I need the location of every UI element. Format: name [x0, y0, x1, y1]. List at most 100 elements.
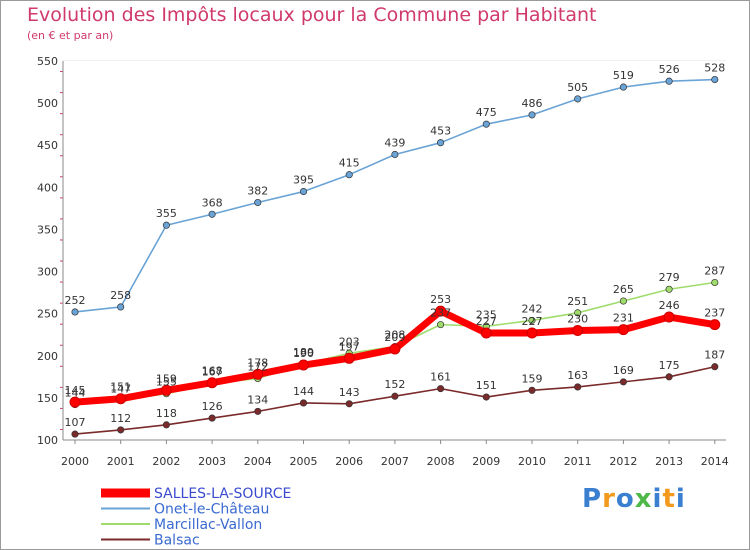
data-label: 251: [567, 295, 588, 308]
data-label: 163: [567, 369, 588, 382]
data-point: [162, 421, 170, 429]
data-label: 252: [65, 294, 86, 307]
data-label: 242: [522, 302, 543, 315]
data-point: [117, 426, 125, 434]
data-label: 208: [384, 329, 405, 342]
data-point: [574, 95, 582, 103]
data-point: [528, 111, 536, 119]
data-point: [480, 327, 492, 339]
data-label: 279: [659, 271, 680, 284]
data-label: 190: [293, 347, 314, 360]
data-label: 197: [339, 340, 360, 353]
data-label: 112: [110, 412, 131, 425]
data-label: 152: [384, 378, 405, 391]
y-tick-label: 500: [37, 97, 58, 110]
data-label: 159: [156, 372, 177, 385]
data-point: [299, 187, 308, 196]
logo-letter: t: [662, 484, 676, 514]
proxiti-logo: Proxiti: [582, 484, 686, 514]
data-label: 227: [522, 315, 543, 328]
data-point: [208, 210, 216, 218]
data-point: [574, 383, 582, 391]
data-label: 382: [247, 184, 268, 197]
data-point: [343, 352, 355, 364]
data-point: [619, 378, 627, 386]
data-label: 395: [293, 174, 314, 187]
y-tick-labels: 100 150 200 250 300 350 400 450 500 550: [37, 55, 58, 447]
data-point: [162, 221, 170, 229]
data-label: 126: [202, 400, 223, 413]
data-label: 246: [659, 299, 680, 312]
data-point: [298, 359, 309, 371]
x-tick-label: 2000: [61, 455, 89, 468]
data-point: [160, 384, 172, 396]
series-points: [69, 75, 721, 438]
data-point: [208, 414, 216, 422]
data-point: [345, 400, 353, 408]
data-label: 231: [613, 312, 634, 325]
data-label: 368: [202, 196, 223, 209]
x-tick-label: 2010: [518, 455, 546, 468]
x-tick-label: 2007: [381, 455, 409, 468]
x-tick-label: 2012: [609, 455, 637, 468]
data-point: [709, 319, 721, 331]
data-label: 453: [430, 125, 451, 138]
data-point: [115, 393, 127, 405]
data-label: 178: [247, 356, 268, 369]
data-label: 237: [704, 307, 725, 320]
data-label: 203: [339, 335, 360, 348]
x-tick-labels: 2000 2001 2002 2003 2004 2005 2006 2007 2008 2009…: [61, 455, 729, 468]
data-label: 107: [65, 416, 86, 429]
y-tick-label: 100: [37, 434, 58, 447]
logo-letter: o: [615, 484, 635, 514]
data-point: [711, 278, 719, 287]
y-tick-label: 200: [37, 350, 58, 363]
y-tick-label: 350: [37, 223, 58, 236]
data-label: 415: [339, 157, 360, 170]
data-point: [69, 396, 81, 408]
data-point: [665, 77, 673, 85]
axes: [60, 61, 726, 444]
x-tick-label: 2003: [198, 455, 226, 468]
logo-letter: r: [602, 484, 616, 514]
data-label: 169: [613, 364, 634, 377]
data-point: [252, 368, 264, 380]
data-label: 134: [247, 393, 268, 406]
data-point: [617, 324, 629, 336]
data-labels: 145 151 159 168 178 190 197 209 253 227 227 230 231 2…: [65, 62, 726, 430]
data-label: 147: [110, 382, 131, 395]
data-point: [71, 308, 79, 316]
data-label: 486: [522, 97, 543, 110]
x-tick-label: 2004: [244, 455, 272, 468]
data-label: 253: [430, 293, 451, 306]
x-tick-label: 2011: [564, 455, 592, 468]
data-label: 144: [293, 385, 314, 398]
data-point: [482, 120, 490, 128]
plot-area: [63, 61, 726, 440]
y-tick-label: 150: [37, 392, 58, 405]
data-label: 187: [704, 349, 725, 362]
data-point: [711, 75, 719, 84]
data-point: [345, 171, 353, 179]
data-label: 159: [522, 372, 543, 385]
data-label: 287: [704, 265, 725, 278]
data-label: 161: [430, 371, 451, 384]
chart-subtitle: (en € et par an): [27, 29, 114, 42]
data-label: 237: [430, 307, 451, 320]
y-tick-label: 400: [37, 181, 58, 194]
data-label: 475: [476, 106, 497, 119]
y-tick-label: 300: [37, 266, 58, 279]
legend-label: Onet-le-Château: [154, 502, 269, 518]
data-point: [528, 316, 536, 324]
data-label: 258: [110, 289, 131, 302]
x-tick-label: 2002: [152, 455, 180, 468]
data-point: [665, 285, 673, 293]
logo-letter: i: [675, 484, 686, 514]
x-tick-label: 2013: [655, 455, 683, 468]
data-label: 227: [476, 315, 497, 328]
legend-label: SALLES-LA-SOURCE: [154, 486, 291, 502]
data-label: 189: [293, 346, 314, 359]
legend-label: Balsac: [154, 533, 200, 549]
data-label: 118: [156, 407, 177, 420]
